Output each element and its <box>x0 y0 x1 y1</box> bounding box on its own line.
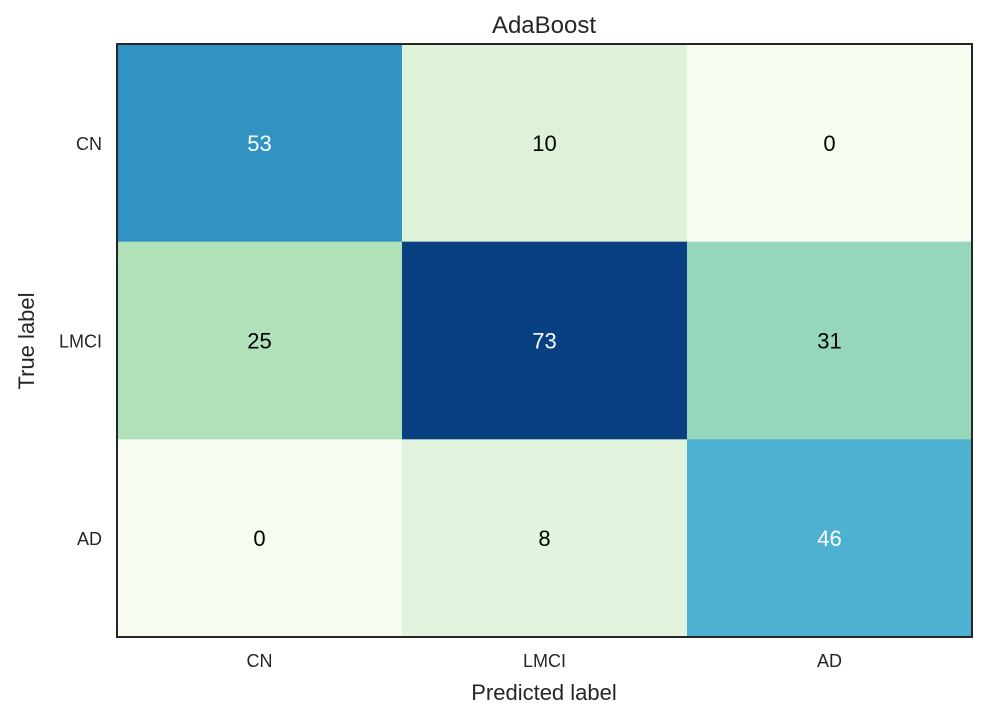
cell-value-label: 10 <box>532 131 556 156</box>
heatmap-cell <box>402 44 688 243</box>
heatmap-cell <box>117 44 403 243</box>
cell-value-label: 73 <box>532 329 556 354</box>
x-tick-label: LMCI <box>523 651 566 671</box>
plot-frame <box>116 43 973 638</box>
x-axis-label: Predicted label <box>471 680 617 705</box>
heatmap-cell <box>117 241 403 440</box>
heatmap-cell <box>687 44 973 243</box>
cell-value-label: 0 <box>823 131 835 156</box>
y-tick-label: LMCI <box>59 332 102 352</box>
y-tick-labels: CN LMCI AD <box>59 134 102 549</box>
cell-value-label: 8 <box>538 526 550 551</box>
x-tick-label: AD <box>817 651 842 671</box>
x-tick-label: CN <box>247 651 273 671</box>
y-tick-label: AD <box>77 529 102 549</box>
cell-value-label: 31 <box>817 329 841 354</box>
cell-value-label: 0 <box>253 526 265 551</box>
heatmap-cell <box>687 241 973 440</box>
y-axis-label: True label <box>14 292 39 389</box>
cell-value-label: 46 <box>817 526 841 551</box>
heatmap-cell <box>117 439 403 638</box>
chart-title: AdaBoost <box>492 12 596 39</box>
cell-value-label: 25 <box>247 329 271 354</box>
y-tick-label: CN <box>76 134 102 154</box>
cell-value-label: 53 <box>247 131 271 156</box>
heatmap-cells: 53 10 0 25 73 31 0 8 46 <box>117 44 973 638</box>
heatmap-cell <box>402 439 688 638</box>
x-tick-labels: CN LMCI AD <box>247 651 843 671</box>
heatmap-cell <box>687 439 973 638</box>
heatmap-cell <box>402 241 688 440</box>
